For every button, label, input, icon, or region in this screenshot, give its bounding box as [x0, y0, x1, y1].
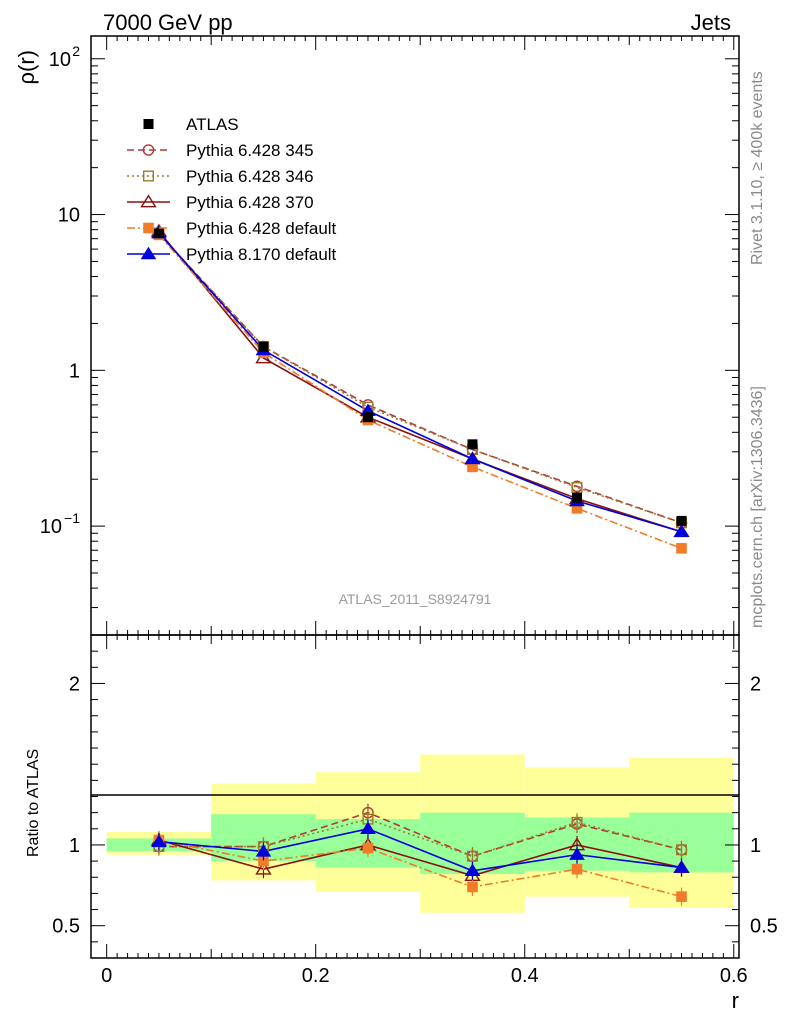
ratio-xtick-label: 0 [101, 965, 112, 987]
legend-label: Pythia 6.428 346 [186, 167, 314, 186]
ratio-series-point [151, 834, 167, 847]
atlas-data-point [258, 341, 269, 352]
ratio-xtick-label: 0.4 [511, 965, 539, 987]
main-series-point [464, 451, 481, 465]
atlas-data-point [676, 515, 687, 526]
legend-marker [142, 144, 155, 156]
legend-marker [142, 170, 154, 182]
main-series-line [158, 233, 682, 524]
ratio-series-line [158, 827, 682, 872]
legend-label: Pythia 6.428 345 [186, 141, 314, 160]
main-ytick-exponent: 2 [72, 43, 80, 59]
ratio-series-line [158, 839, 682, 877]
main-series-line [158, 233, 682, 524]
main-series-line [158, 232, 682, 533]
process-label: Jets [691, 10, 731, 35]
ratio-ytick-label-left: 0.5 [52, 916, 80, 938]
main-ytick-label: 10 [58, 205, 80, 227]
ratio-ytick-label-left: 1 [69, 835, 80, 857]
main-ytick-label: 10 [49, 49, 71, 71]
ratio-series-point [571, 863, 583, 875]
ratio-series-line [158, 818, 682, 858]
ratio-series-point [255, 844, 272, 857]
ratio-series-line [158, 839, 682, 898]
ratio-ytick-label-left: 2 [69, 673, 80, 695]
ratio-series-line [158, 811, 682, 858]
main-ytick-label: 1 [69, 360, 80, 382]
legend-marker [140, 246, 157, 260]
atlas-data-point [467, 439, 478, 450]
ratio-series-point [464, 863, 481, 877]
main-series-line [158, 230, 682, 533]
main-series-point [673, 524, 690, 537]
atlas-data-point [362, 412, 373, 423]
ratio-xtick-label: 0.2 [302, 965, 330, 987]
ratio-series-point [676, 844, 688, 856]
ratio-series-point [673, 860, 690, 873]
main-ytick-exponent: −1 [64, 510, 80, 526]
ratio-ytick-label-right: 2 [750, 673, 761, 695]
ratio-panel: 0.5 0.5 1 1 2 2 0 0.2 0.4 0.6 Ratio to ATLAS r [25, 634, 778, 1013]
legend-marker [143, 222, 154, 234]
legend-label: Pythia 6.428 default [186, 219, 337, 238]
legend-marker [140, 194, 157, 208]
ratio-series-point [571, 816, 583, 828]
ratio-series-point [360, 821, 376, 835]
legend-label: Pythia 8.170 default [186, 245, 337, 264]
ratio-xtick-label: 0.6 [720, 965, 748, 987]
atlas-data-point [153, 228, 164, 239]
ratio-xlabel: r [732, 988, 739, 1013]
legend-label: ATLAS [186, 115, 239, 134]
main-series-point [676, 543, 687, 554]
main-ytick-label: 10 [40, 516, 62, 538]
ratio-ytick-label-right: 1 [750, 835, 761, 857]
ratio-ytick-label-right: 0.5 [750, 916, 778, 938]
ratio-series-point [466, 850, 478, 862]
atlas-data-point [572, 492, 582, 503]
ratio-series-point [676, 891, 687, 902]
main-ylabel: ρ(r) [14, 50, 39, 85]
main-series-line [158, 234, 682, 550]
ratio-series-point [255, 861, 272, 875]
analysis-id-label: ATLAS_2011_S8924791 [339, 591, 492, 607]
ratio-series-point [362, 842, 374, 854]
source-info-label: mcplots.cern.ch [arXiv:1306.3436] [749, 386, 766, 628]
ratio-frame [90, 634, 740, 959]
legend: ATLAS Pythia 6.428 345 Pythia 6.428 346 Pyt… [127, 115, 337, 264]
legend-atlas-marker [143, 119, 154, 129]
energy-label: 7000 GeV pp [103, 10, 233, 35]
legend-label: Pythia 6.428 370 [186, 193, 314, 212]
ratio-series-point [569, 847, 585, 860]
ratio-ylabel: Ratio to ATLAS [25, 749, 42, 857]
rivet-info-label: Rivet 3.1.10, ≥ 400k events [749, 71, 766, 265]
ratio-series-point [467, 881, 478, 893]
